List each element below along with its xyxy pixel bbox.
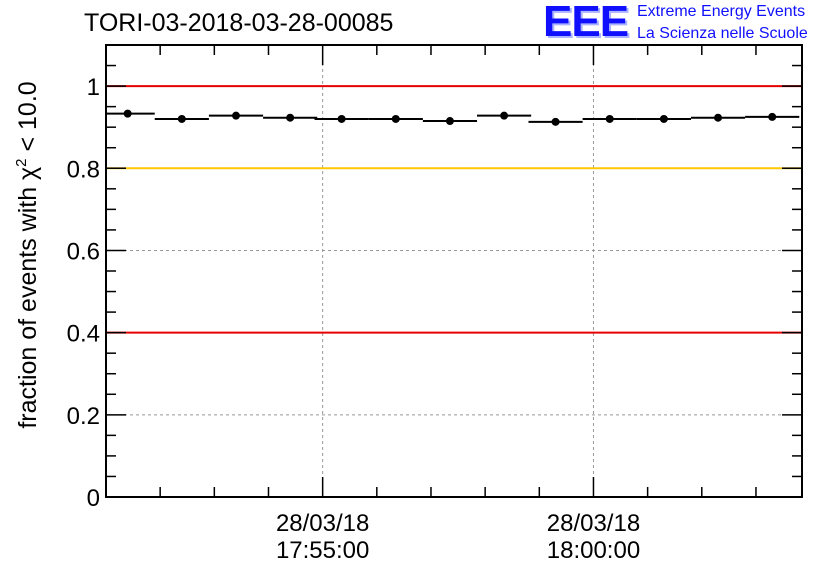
y-tick-label: 1 [87,74,100,101]
data-point [714,113,723,122]
chart-title: TORI-03-2018-03-28-00085 [84,9,394,37]
data-point [231,111,240,120]
y-axis-label: fraction of events with χ2 < 10.0 [13,81,42,428]
x-tick-label-date: 28/03/18 [547,510,640,537]
x-tick-label-date: 28/03/18 [276,510,369,537]
y-tick-label: 0.2 [67,403,100,430]
logo-text-line2: La Scienza nelle Scuole [637,25,808,42]
eee-logo: EEE Extreme Energy Events La Scienza nel… [543,0,833,46]
data-point [445,117,454,126]
data-point [659,114,668,123]
y-axis-label-superscript: 2 [13,158,30,166]
data-point [177,114,186,123]
x-tick-label-time: 17:55:00 [276,537,369,564]
data-point [286,113,295,122]
y-axis-label-chi: χ [14,167,42,180]
y-tick-label: 0.8 [67,156,100,183]
logo-text-line1: Extreme Energy Events [637,3,806,20]
y-tick-labels: 0 0.2 0.4 0.6 0.8 1 [67,74,100,512]
data-point [123,109,132,118]
y-tick-label: 0.4 [67,321,100,348]
data-point [605,114,614,123]
data-point [768,112,777,121]
grid-lines [106,45,802,497]
y-axis-label-suffix: < 10.0 [14,81,42,158]
plot-frame [105,44,803,498]
eee-logo-mark: EEE [543,0,629,46]
data-point [551,117,560,126]
y-tick-label: 0 [87,485,100,512]
y-tick-label: 0.6 [67,238,100,265]
x-tick-label-time: 18:00:00 [547,537,640,564]
data-point [391,114,400,123]
data-point [500,111,509,120]
data-point [337,114,346,123]
axis-ticks [105,44,802,498]
data-series [106,109,800,126]
reference-lines [106,85,802,334]
y-axis-label-prefix: fraction of events with [14,180,42,429]
